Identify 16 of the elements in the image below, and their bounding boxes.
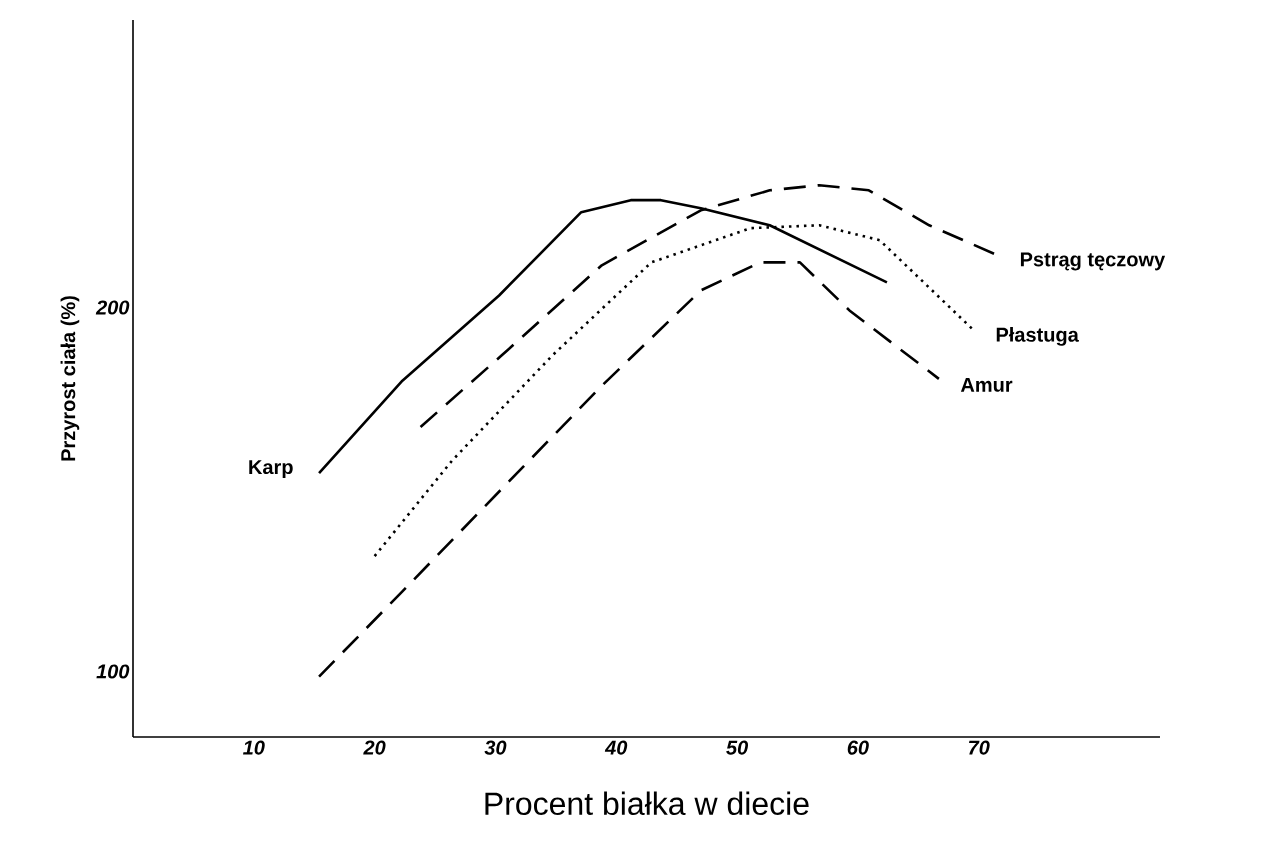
x-tick-label: 10 [243,740,265,755]
line-series [317,261,941,678]
y-tick-label: 100 [96,664,130,679]
x-axis-title: Procent białka w diecie [485,791,809,816]
series-label: Płastuga [996,327,1079,346]
series-label: Pstrąg tęczowy [1020,252,1166,271]
x-tick-label: 30 [484,740,507,755]
x-tick-label: 40 [604,740,628,755]
x-tick-label: 50 [726,740,749,755]
x-tick-label: 20 [363,740,386,755]
x-tick-label: 60 [847,740,869,755]
y-axis-title: Przyrost ciała (%) [60,296,80,461]
y-tick-label: 200 [95,300,130,315]
x-tick-label: 70 [969,740,990,755]
series-label: Karp [249,460,293,479]
series-label: Amur [960,377,1013,392]
